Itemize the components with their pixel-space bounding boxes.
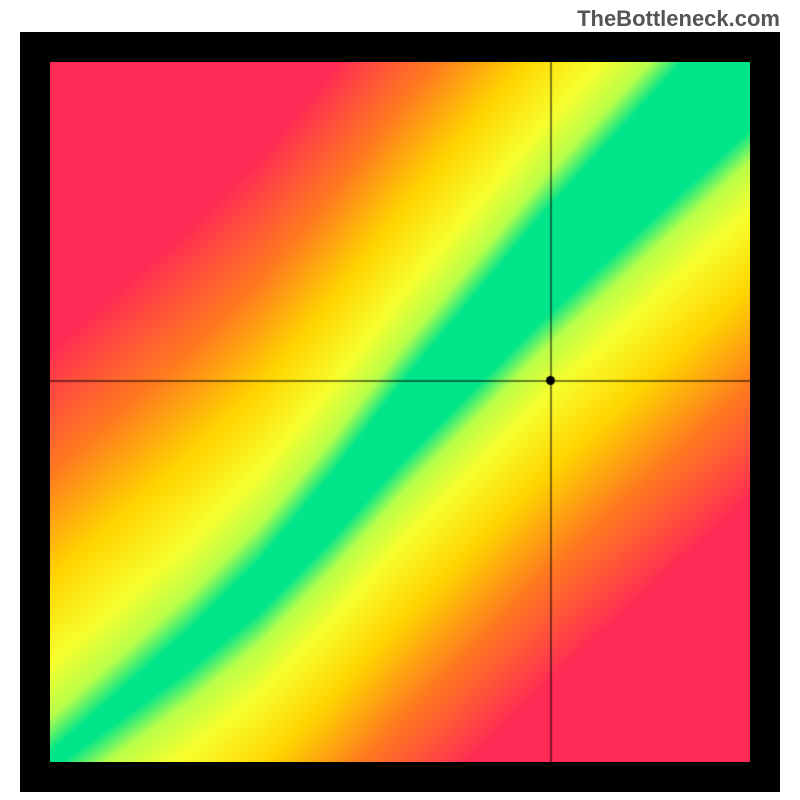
plot-outer-frame bbox=[20, 32, 780, 792]
bottleneck-heatmap bbox=[50, 62, 750, 762]
watermark-text: TheBottleneck.com bbox=[577, 6, 780, 32]
root: TheBottleneck.com bbox=[0, 0, 800, 800]
